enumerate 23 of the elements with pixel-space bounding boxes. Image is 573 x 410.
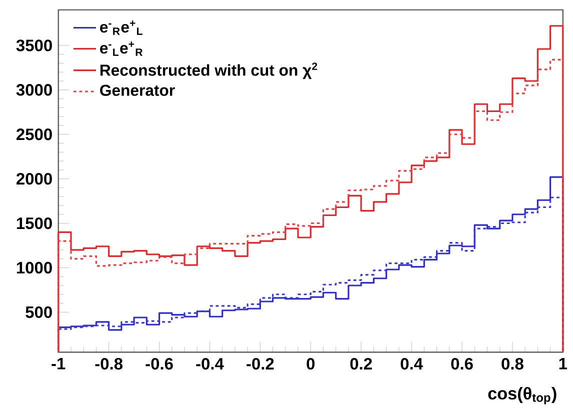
legend-label: e$^{-}$$_{L}$e$^{+}$R [100,42,143,56]
x-tick-label: 1 [559,358,568,370]
x-tick-label: -0.4 [196,358,224,370]
x-tick-label: 0.2 [350,358,372,370]
x-tick-label: 0.4 [400,358,423,370]
x-tick-label: 0.8 [502,358,524,370]
x-tick-label: -0.8 [95,358,123,370]
x-tick-label: 0.6 [451,358,473,370]
x-tick-label: 0 [306,358,315,370]
legend-label: Generator [100,84,175,96]
legend-label: e$^{-}$$_{R}$e$^{+}$L [100,20,142,35]
x-axis-title: cos(θ$_{top}$) [488,387,556,404]
x-tick-label: -0.6 [146,358,173,370]
y-tick-label: 3000 [16,84,52,96]
y-tick-label: 500 [26,306,52,318]
y-tick-label: 2000 [16,173,52,185]
y-tick-label: 1500 [16,218,52,230]
y-tick-label: 3500 [16,40,52,52]
y-tick-label: 2500 [16,128,52,140]
x-tick-label: -1 [52,358,66,370]
y-tick-label: 1000 [16,262,52,274]
annotation: Reconstructed with cut on χ$^{2}$ [100,62,318,80]
x-tick-label: -0.2 [246,358,274,370]
